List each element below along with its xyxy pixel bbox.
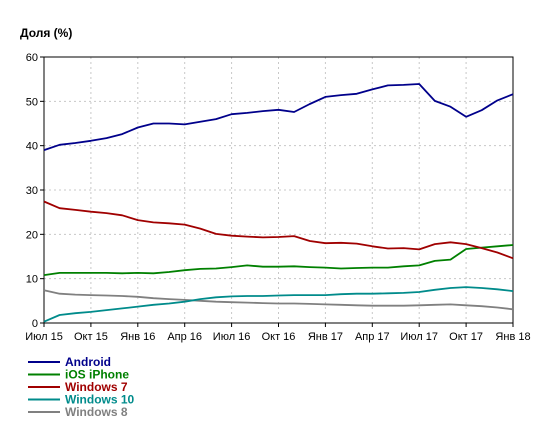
y-tick-label: 20 [26, 229, 38, 241]
legend-label: Android [65, 355, 111, 369]
y-tick-label: 0 [32, 318, 38, 330]
y-tick-label: 50 [26, 96, 38, 108]
x-tick-label: Июл 17 [400, 331, 438, 343]
y-tick-label: 40 [26, 141, 38, 153]
y-axis-label: Доля (%) [20, 26, 72, 40]
series-lines [43, 83, 514, 323]
x-tick-label: Окт 16 [262, 331, 296, 343]
series-line-ios-iphone [43, 244, 514, 276]
legend-label: iOS iPhone [65, 368, 129, 382]
series-line-android [43, 83, 514, 151]
series-line-windows-7 [43, 200, 514, 260]
x-tick-label: Июл 15 [25, 331, 63, 343]
x-tick-label: Янв 18 [495, 331, 530, 343]
x-tick-label: Янв 16 [120, 331, 155, 343]
grid [44, 57, 513, 323]
legend-label: Windows 10 [65, 393, 135, 407]
x-tick-label: Апр 16 [167, 331, 202, 343]
x-tick-label: Окт 15 [74, 331, 108, 343]
x-axis: Июл 15 Окт 15 Янв 16 Апр 16 Июл 16 Окт 16 Янв … [25, 323, 531, 343]
y-axis: 0 10 20 30 40 50 60 [26, 52, 44, 330]
series-line-windows-10 [43, 286, 514, 323]
x-tick-label: Июл 16 [213, 331, 251, 343]
y-tick-label: 60 [26, 52, 38, 64]
series-line-windows-8 [43, 289, 514, 311]
x-tick-label: Окт 17 [449, 331, 483, 343]
x-tick-label: Янв 17 [308, 331, 343, 343]
legend-label: Windows 7 [65, 380, 128, 394]
y-tick-label: 30 [26, 185, 38, 197]
y-tick-label: 10 [26, 274, 38, 286]
legend-label: Windows 8 [65, 405, 128, 419]
x-tick-label: Апр 17 [355, 331, 390, 343]
